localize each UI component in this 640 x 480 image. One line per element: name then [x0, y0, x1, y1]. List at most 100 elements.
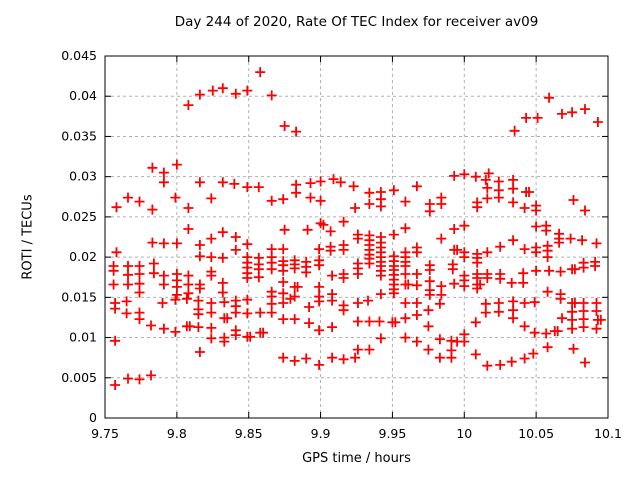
- data-point-marker: [542, 286, 553, 297]
- data-point-marker: [569, 264, 580, 275]
- data-point-marker: [123, 192, 133, 203]
- data-point-marker: [459, 169, 470, 180]
- data-point-marker: [278, 288, 289, 299]
- data-point-marker: [352, 233, 363, 244]
- data-point-marker: [578, 262, 589, 273]
- y-tick-label: 0.035: [61, 128, 97, 143]
- data-point-marker: [242, 308, 253, 319]
- data-point-marker: [230, 307, 241, 318]
- data-point-marker: [411, 298, 422, 308]
- data-point-marker: [266, 195, 277, 206]
- data-point-marker: [314, 296, 325, 307]
- data-point-marker: [555, 293, 566, 304]
- data-point-marker: [411, 310, 422, 320]
- data-point-marker: [194, 240, 205, 250]
- data-point-marker: [242, 294, 253, 305]
- data-point-marker: [580, 104, 590, 115]
- data-point-marker: [111, 247, 122, 258]
- data-point-marker: [424, 206, 435, 217]
- data-point-marker: [110, 303, 121, 314]
- data-point-marker: [388, 288, 399, 299]
- data-point-marker: [592, 117, 603, 127]
- data-point-marker: [158, 270, 169, 281]
- data-point-marker: [424, 265, 435, 275]
- data-point-marker: [400, 223, 411, 234]
- data-point-marker: [542, 342, 553, 353]
- data-point-marker: [217, 177, 228, 188]
- y-tick-label: 0.015: [61, 289, 97, 304]
- data-point-marker: [325, 226, 336, 237]
- data-point-marker: [158, 279, 169, 290]
- data-point-marker: [301, 353, 312, 364]
- data-point-marker: [374, 316, 385, 327]
- data-point-marker: [183, 100, 194, 111]
- data-point-marker: [230, 330, 241, 341]
- data-point-marker: [266, 307, 277, 318]
- data-point-marker: [529, 297, 540, 308]
- data-point-marker: [206, 193, 217, 204]
- data-point-marker: [217, 277, 228, 288]
- x-tick-label: 10.05: [518, 426, 554, 441]
- data-point-marker: [255, 307, 266, 318]
- data-point-marker: [338, 216, 349, 227]
- data-point-marker: [400, 332, 411, 343]
- data-point-marker: [436, 199, 447, 209]
- data-point-marker: [495, 359, 506, 370]
- data-point-marker: [508, 174, 519, 185]
- data-point-marker: [541, 225, 552, 236]
- data-point-marker: [411, 269, 422, 279]
- data-point-marker: [266, 298, 277, 309]
- data-point-marker: [217, 252, 228, 263]
- data-point-marker: [279, 121, 290, 131]
- data-point-marker: [193, 322, 204, 333]
- x-tick-label: 9.9: [311, 426, 331, 441]
- data-point-marker: [278, 194, 289, 205]
- data-point-marker: [591, 238, 602, 249]
- data-point-marker: [242, 273, 253, 283]
- data-point-marker: [352, 344, 363, 355]
- data-point-marker: [193, 309, 204, 320]
- data-point-marker: [449, 170, 460, 181]
- data-point-marker: [375, 289, 386, 300]
- data-point-marker: [301, 267, 312, 278]
- data-point-marker: [206, 252, 217, 263]
- data-point-marker: [171, 238, 182, 249]
- data-point-marker: [519, 244, 530, 255]
- data-point-marker: [578, 322, 589, 333]
- data-point-marker: [542, 252, 553, 263]
- data-point-marker: [266, 264, 277, 275]
- data-point-marker: [194, 347, 205, 357]
- data-point-marker: [388, 229, 399, 240]
- data-point-marker: [325, 245, 336, 256]
- data-point-marker: [364, 316, 375, 327]
- data-point-marker: [348, 181, 359, 192]
- data-point-marker: [315, 195, 326, 206]
- data-point-marker: [121, 308, 132, 319]
- data-point-marker: [554, 237, 565, 248]
- data-point-marker: [110, 335, 121, 346]
- data-point-marker: [108, 279, 119, 290]
- data-point-marker: [567, 323, 578, 334]
- data-point-marker: [480, 298, 491, 309]
- data-point-marker: [302, 224, 313, 235]
- data-point-marker: [447, 264, 458, 275]
- data-point-marker: [314, 260, 325, 271]
- data-point-marker: [459, 252, 470, 263]
- data-point-marker: [291, 126, 302, 137]
- data-point-marker: [400, 313, 411, 324]
- data-point-marker: [565, 233, 576, 244]
- data-point-marker: [194, 177, 205, 188]
- data-point-marker: [134, 278, 145, 289]
- data-point-marker: [531, 265, 542, 276]
- data-point-marker: [567, 107, 578, 118]
- y-axis-label: ROTI / TECUs: [20, 194, 36, 280]
- data-point-marker: [459, 281, 470, 292]
- data-point-marker: [508, 183, 519, 194]
- data-point-marker: [314, 325, 325, 336]
- data-point-marker: [278, 314, 289, 325]
- data-point-marker: [121, 296, 132, 307]
- data-point-marker: [555, 266, 566, 277]
- data-point-marker: [519, 203, 530, 213]
- data-point-marker: [569, 298, 580, 308]
- data-point-marker: [158, 238, 169, 249]
